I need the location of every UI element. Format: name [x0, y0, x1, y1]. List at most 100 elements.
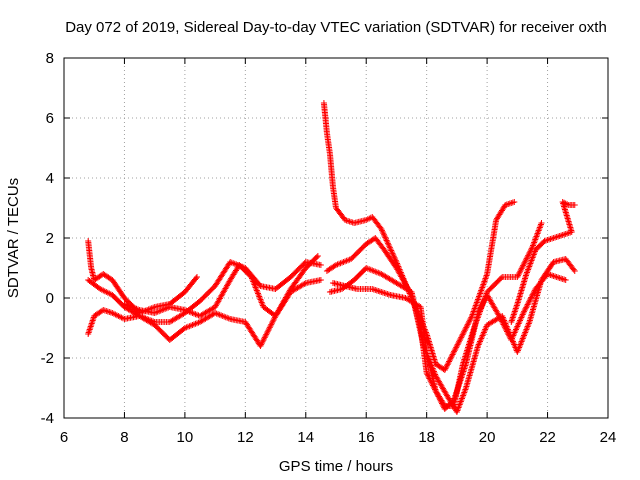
data-point: [443, 362, 450, 369]
data-point: [528, 293, 535, 300]
data-point: [378, 227, 385, 234]
data-point: [466, 318, 473, 325]
data-point: [262, 333, 269, 339]
data-point: [510, 311, 517, 318]
data-point: [380, 230, 387, 237]
data-point: [434, 390, 441, 397]
data-point: [467, 315, 474, 322]
data-point: [477, 305, 484, 312]
data-point: [455, 340, 462, 347]
data-point: [193, 274, 200, 280]
data-point: [451, 347, 458, 354]
data-point: [464, 321, 471, 328]
plot-frame: [63, 57, 609, 419]
data-point: [446, 357, 453, 364]
data-point: [515, 271, 522, 278]
data-point: [498, 317, 505, 324]
data-point: [192, 275, 199, 282]
data-point: [437, 397, 444, 404]
data-point: [89, 317, 96, 324]
data-point: [523, 302, 530, 309]
data-point: [520, 262, 527, 269]
data-point: [385, 241, 392, 248]
data-point: [511, 308, 518, 315]
data-point: [509, 316, 516, 322]
x-axis-label: GPS time / hours: [279, 458, 393, 475]
data-point: [512, 307, 519, 313]
data-point: [477, 304, 484, 311]
data-point: [503, 327, 510, 334]
data-point: [257, 343, 264, 349]
data-point: [453, 343, 460, 349]
x-tick-label: 12: [237, 429, 254, 446]
x-tick-label: 16: [358, 429, 375, 446]
data-point: [270, 317, 277, 324]
x-tick-label: 8: [120, 429, 128, 446]
data-point: [263, 330, 270, 337]
y-tick-label: 2: [46, 230, 54, 247]
data-point: [85, 329, 92, 336]
y-axis-label: SDTVAR / TECUs: [5, 178, 22, 298]
data-point: [523, 304, 530, 311]
data-point: [264, 328, 271, 335]
data-point: [265, 327, 272, 334]
data-point: [387, 246, 394, 253]
data-point: [331, 262, 338, 269]
data-point: [518, 265, 525, 272]
data-point: [443, 364, 450, 371]
data-point: [301, 280, 308, 287]
data-point: [501, 324, 508, 331]
x-tick-label: 20: [479, 429, 496, 446]
data-point: [448, 354, 455, 361]
data-point: [497, 315, 504, 322]
series-track-4: [121, 253, 321, 319]
data-point: [524, 254, 531, 260]
data-point: [260, 337, 267, 344]
data-point: [520, 261, 527, 268]
data-point: [529, 291, 536, 298]
data-point: [462, 325, 469, 332]
data-point: [390, 251, 397, 258]
data-point: [456, 337, 463, 344]
data-point: [571, 202, 578, 208]
data-point: [511, 310, 518, 316]
data-point: [508, 319, 515, 325]
data-point: [522, 256, 529, 263]
data-point: [481, 297, 488, 304]
data-point: [508, 317, 515, 324]
data-point: [475, 310, 482, 316]
x-tick-label: 18: [418, 429, 435, 446]
data-point: [317, 277, 324, 283]
data-point: [476, 307, 483, 314]
data-point: [384, 238, 391, 245]
data-point: [528, 294, 535, 301]
data-point: [496, 313, 503, 319]
data-point: [445, 359, 452, 366]
data-point: [313, 254, 320, 261]
data-point: [268, 321, 275, 328]
data-point: [461, 327, 468, 334]
data-point: [501, 322, 508, 329]
data-point: [570, 266, 577, 273]
data-point: [522, 258, 529, 265]
data-point: [268, 320, 275, 327]
data-point: [381, 233, 388, 240]
data-point: [453, 344, 460, 351]
data-point: [383, 237, 390, 244]
data-point: [86, 326, 93, 333]
data-point: [498, 275, 505, 282]
data-point: [261, 334, 268, 341]
data-point: [521, 308, 528, 315]
data-point: [562, 277, 569, 283]
data-point: [571, 268, 578, 274]
data-point: [447, 355, 454, 362]
data-point: [87, 325, 94, 331]
data-point: [87, 323, 94, 330]
data-point: [432, 388, 439, 394]
chart-title: Day 072 of 2019, Sidereal Day-to-day VTE…: [65, 19, 607, 36]
data-point: [461, 328, 468, 335]
data-point: [463, 324, 470, 331]
data-point: [424, 371, 431, 378]
data-point: [441, 367, 448, 373]
data-point: [511, 199, 518, 205]
